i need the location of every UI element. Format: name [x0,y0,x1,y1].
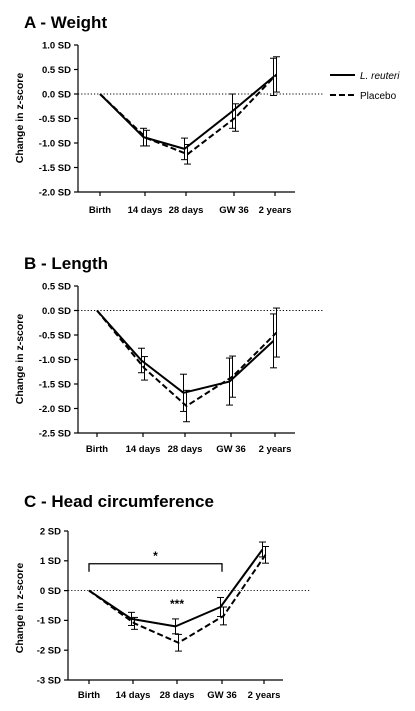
y-tick-label: 0.0 SD [42,89,71,100]
legend: L. reuteri Placebo [330,71,400,102]
series-line-l-reuteri [88,548,264,628]
y-tick-label: -2.0 SD [39,404,71,415]
y-axis-label: Change in z-score [14,314,26,405]
y-tick-label: -1.5 SD [39,379,71,390]
plot-area: 2 SD 1 SD 0 SD -1 SD -2 SD -3 SD Birth 14 days 2… [37,526,311,701]
y-tick-label: 0.5 SD [42,281,71,292]
panel-title: B - Length [24,254,108,273]
x-tick-label: 2 years [248,690,281,701]
y-tick-label: -1.0 SD [39,355,71,366]
y-axis-label: Change in z-score [14,73,26,164]
y-tick-label: 0.5 SD [42,65,71,76]
panel-length: B - Length Change in z-score 0.5 SD 0.0 S… [14,254,323,455]
x-tick-label: 2 years [259,205,292,216]
plot-area: 1.0 SD 0.5 SD 0.0 SD -0.5 SD -1.0 SD -1.5 SD -… [39,40,323,216]
y-tick-label: -1.5 SD [39,163,71,174]
x-tick-label: GW 36 [207,690,237,701]
y-tick-label: -0.5 SD [39,330,71,341]
series-line-placebo [99,73,278,156]
significance-marker: * [153,549,158,563]
y-tick-label: -2.0 SD [39,187,71,198]
panel-title: C - Head circumference [24,492,214,511]
y-tick-label: 0 SD [40,586,61,597]
panel-head-circumference: C - Head circumference Change in z-score… [14,492,311,701]
x-tick-label: 2 years [259,444,292,455]
x-tick-label: 14 days [128,205,163,216]
significance-marker: *** [170,597,184,611]
x-tick-label: GW 36 [216,444,246,455]
x-tick-label: 14 days [116,690,151,701]
x-tick-label: Birth [78,690,100,701]
y-tick-label: -1 SD [37,616,61,627]
series-line-l-reuteri [96,309,275,394]
x-tick-label: GW 36 [219,205,249,216]
y-tick-label: 1.0 SD [42,40,71,51]
y-axis-label: Change in z-score [14,563,26,654]
y-tick-label: -3 SD [37,675,61,686]
legend-label: L. reuteri [360,71,400,82]
x-tick-label: Birth [86,444,108,455]
y-tick-label: 0.0 SD [42,306,71,317]
legend-label: Placebo [360,91,397,102]
y-tick-label: -1.0 SD [39,138,71,149]
y-tick-label: -2.5 SD [39,428,71,439]
x-tick-label: 28 days [169,205,204,216]
x-tick-label: 14 days [126,444,161,455]
y-tick-label: -2 SD [37,646,61,657]
x-tick-label: 28 days [168,444,203,455]
significance-bracket [88,563,223,572]
plot-area: 0.5 SD 0.0 SD -0.5 SD -1.0 SD -1.5 SD -2.0 SD… [39,281,323,455]
x-tick-label: 28 days [160,690,195,701]
panel-weight: A - Weight Change in z-score 1.0 SD 0.5 S… [14,13,323,216]
panel-title: A - Weight [24,13,107,32]
y-tick-label: 1 SD [40,556,61,567]
x-tick-label: Birth [89,205,111,216]
y-tick-label: -0.5 SD [39,114,71,125]
y-tick-label: 2 SD [40,526,61,537]
